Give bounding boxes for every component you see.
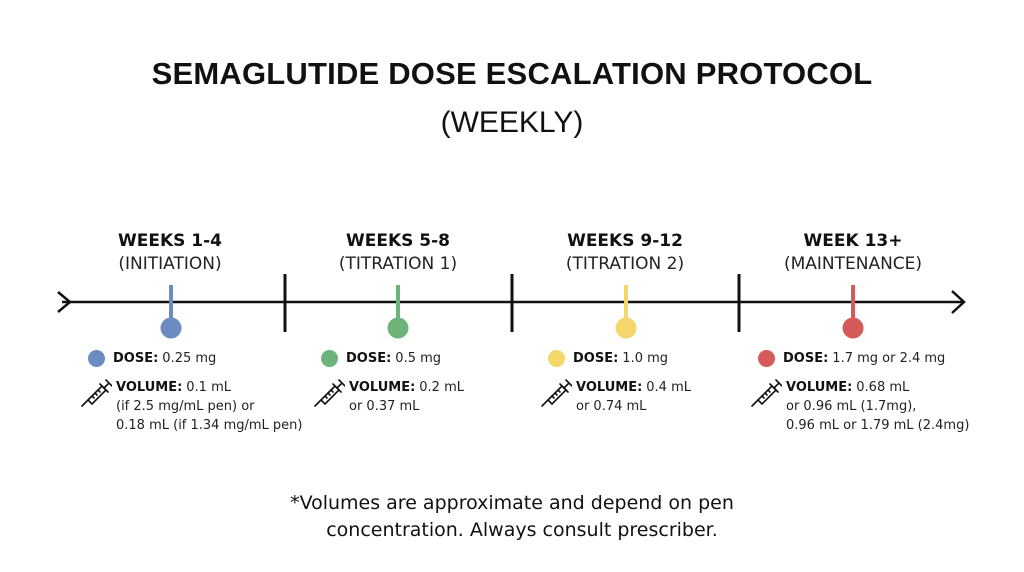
phase-info-maintenance: DOSE: 1.7 mg or 2.4 mg VOLUME: 0.68 mL or… [751,348,970,435]
pin-marker-initiation [160,285,182,339]
page-subtitle: (WEEKLY) [440,106,584,139]
volume-label: VOLUME: [576,380,643,395]
volume-value: 0.4 mL [646,380,691,395]
phase-info-initiation: DOSE: 0.25 mg VOLUME: 0.1 mL (if 2.5 mg/m… [81,348,303,435]
phase-weeks: WEEKS 1-4 [117,231,223,251]
phase-header-titration-2: WEEKS 9-12 (TITRATION 2) [515,230,735,276]
phase-stage: (INITIATION) [118,254,222,274]
volume-note: (if 2.5 mg/mL pen) or [116,399,255,414]
syringe-icon [541,379,572,407]
volume-row: VOLUME: 0.2 mL or 0.37 mL [314,378,464,416]
volume-row: VOLUME: 0.4 mL or 0.74 mL [541,378,691,416]
phase-header-initiation: WEEKS 1-4 (INITIATION) [60,230,280,276]
dose-label: DOSE: [346,350,392,366]
timeline-start-chevron-icon [57,291,72,313]
volume-note: 0.18 mL (if 1.34 mg/mL pen) [116,418,303,433]
volume-value: 0.1 mL [186,380,231,395]
pin-marker-maintenance [842,285,864,339]
volume-row: VOLUME: 0.1 mL (if 2.5 mg/mL pen) or 0.18… [81,378,303,435]
volume-value: 0.68 mL [856,380,910,395]
footnote-line-2: concentration. Always consult prescriber… [326,519,718,541]
dose-label: DOSE: [113,350,159,366]
dose-dot-icon [88,349,105,367]
volume-note: or 0.37 mL [349,399,420,414]
dose-label: DOSE: [573,350,619,366]
phase-weeks: WEEKS 9-12 [567,231,683,251]
dose-value: 1.7 mg or 2.4 mg [832,350,946,366]
phase-weeks: WEEKS 5-8 [345,231,451,251]
volume-note: or 0.96 mL (1.7mg), [786,399,917,414]
volume-row: VOLUME: 0.68 mL or 0.96 mL (1.7mg), 0.96 … [751,378,970,435]
pin-marker-titration-2 [615,285,637,339]
volume-label: VOLUME: [116,380,183,395]
footnote-line-1: *Volumes are approximate and depend on p… [290,492,734,514]
volume-label: VOLUME: [349,380,416,395]
dose-dot-icon [758,349,775,367]
dose-row: DOSE: 1.7 mg or 2.4 mg [758,348,969,368]
volume-value: 0.2 mL [419,380,464,395]
phase-info-titration-1: DOSE: 0.5 mg VOLUME: 0.2 mL or 0.37 mL [314,348,464,416]
phase-weeks: WEEK 13+ [803,231,903,251]
syringe-icon [81,379,112,407]
dose-dot-icon [548,349,565,367]
phase-info-titration-2: DOSE: 1.0 mg VOLUME: 0.4 mL or 0.74 mL [541,348,691,416]
phase-stage: (MAINTENANCE) [783,254,923,274]
volume-note: 0.96 mL or 1.79 mL (2.4mg) [786,418,970,433]
volume-label: VOLUME: [786,380,853,395]
phase-header-maintenance: WEEK 13+ (MAINTENANCE) [743,230,963,276]
footnote: *Volumes are approximate and depend on p… [0,490,1024,544]
dose-value: 1.0 mg [622,350,669,366]
volume-note: or 0.74 mL [576,399,647,414]
dose-dot-icon [321,349,338,367]
dose-value: 0.25 mg [162,350,217,366]
page-title: SEMAGLUTIDE DOSE ESCALATION PROTOCOL [151,56,873,91]
syringe-icon [751,379,782,407]
dose-row: DOSE: 1.0 mg [548,348,691,368]
syringe-icon [314,379,345,407]
dose-row: DOSE: 0.25 mg [88,348,302,368]
timeline-end-arrow-icon [951,290,966,314]
phase-stage: (TITRATION 2) [565,254,685,274]
pin-marker-titration-1 [387,285,409,339]
dose-row: DOSE: 0.5 mg [321,348,464,368]
phase-stage: (TITRATION 1) [338,254,458,274]
phase-header-titration-1: WEEKS 5-8 (TITRATION 1) [288,230,508,276]
dose-label: DOSE: [783,350,829,366]
dose-value: 0.5 mg [395,350,442,366]
